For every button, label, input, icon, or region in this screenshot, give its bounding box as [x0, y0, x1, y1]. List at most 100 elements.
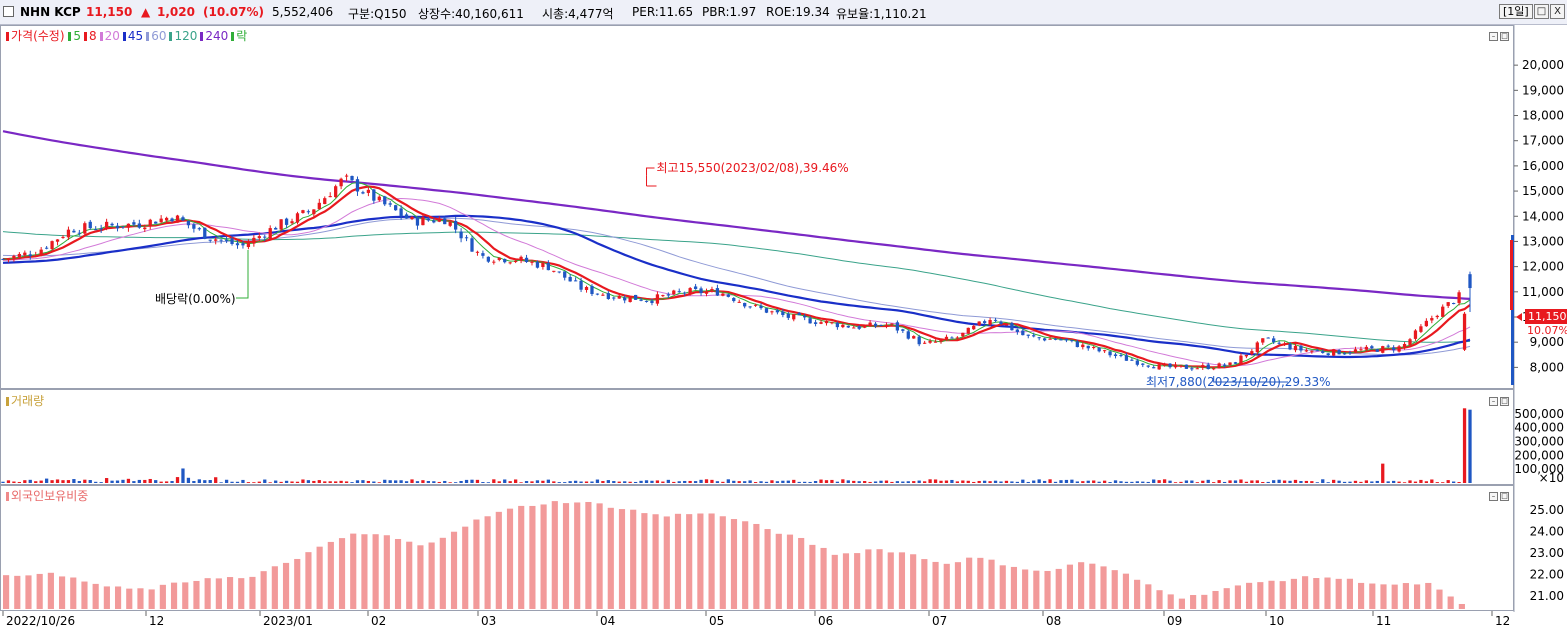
candle-body — [966, 327, 970, 334]
price-axis-label: 18,000 — [1522, 109, 1564, 123]
candle-body — [88, 221, 92, 229]
volume-bar — [164, 481, 169, 483]
volume-bar — [1152, 479, 1156, 483]
close-button[interactable]: X — [1550, 4, 1565, 19]
volume-bar — [573, 480, 578, 483]
volume-bar — [1, 481, 5, 483]
volume-bar — [383, 479, 387, 483]
volume-pane-controls[interactable]: – □ — [1487, 392, 1509, 406]
volume-bar — [214, 477, 218, 483]
stock-name[interactable]: NHN KCP — [20, 5, 81, 19]
foreign-ratio-bar — [361, 534, 368, 609]
volume-bar — [966, 480, 970, 483]
foreign-ratio-bar — [551, 501, 558, 609]
foreign-pane-controls[interactable]: – □ — [1487, 487, 1509, 501]
volume-bar — [1026, 481, 1030, 483]
restore-button[interactable]: □ — [1534, 4, 1549, 19]
candle-body — [432, 220, 436, 223]
candle-body — [579, 280, 583, 290]
foreign-ratio-bar — [1302, 576, 1309, 609]
volume-bar — [1184, 480, 1189, 483]
volume-bar — [126, 478, 131, 483]
candle-body — [170, 218, 174, 222]
candle-body — [268, 228, 272, 239]
pane-max-icon[interactable]: □ — [1500, 397, 1509, 406]
volume-bar — [1119, 481, 1123, 483]
volume-bar — [28, 479, 32, 483]
candle-body — [241, 243, 245, 246]
volume-bar — [1293, 479, 1298, 483]
legend-ma-120[interactable]: 120 — [174, 29, 198, 43]
candle-body — [639, 299, 643, 301]
volume-bar — [355, 480, 360, 483]
candle-body — [1282, 343, 1287, 345]
candle-body — [1037, 337, 1041, 339]
volume-bar — [170, 481, 174, 483]
legend-ma-240[interactable]: 240 — [205, 29, 229, 43]
foreign-ratio-bar — [182, 582, 189, 609]
foreign-ratio-bar — [484, 516, 491, 609]
volume-bar — [426, 481, 431, 483]
x-axis-label: 11 — [1376, 614, 1391, 628]
pane-max-icon[interactable]: □ — [1500, 32, 1509, 41]
volume-bar — [1179, 481, 1183, 483]
legend-ma-8[interactable]: 8 — [89, 29, 97, 43]
price-axis-label: 15,000 — [1522, 184, 1564, 198]
volume-bar — [541, 480, 545, 483]
volume-bar — [890, 481, 894, 483]
foreign-ratio-bar — [92, 583, 99, 609]
x-axis-label: 08 — [1046, 614, 1061, 628]
market-cap-text: 시총:4,477억 — [542, 7, 614, 21]
ma-line-45 — [2, 214, 1471, 359]
candle-body — [77, 232, 81, 234]
volume-bar — [955, 481, 960, 483]
volume-bar — [1113, 480, 1118, 483]
candle-body — [192, 224, 196, 229]
volume-bar — [895, 481, 900, 483]
select-checkbox[interactable] — [3, 6, 14, 17]
candle-body — [214, 239, 218, 241]
candle-body — [584, 287, 589, 290]
period-button[interactable]: [1일] — [1499, 4, 1533, 19]
volume-title: 거래량 — [11, 394, 45, 408]
candle-body — [1446, 302, 1450, 306]
foreign-ratio-bar — [204, 578, 211, 609]
candle-body — [1042, 338, 1047, 341]
price-pane-controls[interactable]: – □ — [1487, 27, 1509, 41]
pane-min-icon[interactable]: – — [1489, 32, 1498, 41]
candle-body — [454, 220, 458, 230]
foreign-ratio-bar — [540, 504, 547, 609]
pane-max-icon[interactable]: □ — [1500, 492, 1509, 501]
foreign-ratio-bar — [316, 546, 323, 609]
volume-bar — [1124, 481, 1129, 483]
pane-min-icon[interactable]: – — [1489, 492, 1498, 501]
volume-bar — [1173, 482, 1178, 483]
volume-bar — [159, 481, 163, 483]
legend-dividend[interactable]: 락 — [236, 29, 248, 43]
legend-ma-20[interactable]: 20 — [104, 29, 120, 43]
volume-bar — [1010, 481, 1014, 483]
volume-bar — [443, 480, 447, 483]
foreign-ratio-bar — [327, 541, 334, 609]
candle-body — [175, 215, 180, 223]
volume-bar — [263, 479, 267, 483]
candle-body — [863, 325, 867, 328]
volume-bar — [301, 479, 305, 483]
volume-bar — [546, 479, 550, 483]
candle-body — [1293, 345, 1298, 351]
volume-bar — [235, 481, 240, 483]
volume-bar — [584, 481, 589, 483]
candle-body — [1190, 368, 1194, 370]
pane-min-icon[interactable]: – — [1489, 397, 1498, 406]
foreign-ratio-bar — [1134, 579, 1141, 609]
legend-ma-60[interactable]: 60 — [151, 29, 167, 43]
x-axis-label: 03 — [481, 614, 496, 628]
candle-body — [290, 221, 294, 224]
volume-bar — [939, 480, 943, 483]
volume-bar — [1364, 480, 1369, 483]
foreign-axis-label: 25.00 — [1530, 503, 1564, 517]
volume-bar — [519, 482, 523, 483]
legend-ma-45[interactable]: 45 — [127, 29, 144, 43]
legend-ma-5[interactable]: 5 — [73, 29, 81, 43]
